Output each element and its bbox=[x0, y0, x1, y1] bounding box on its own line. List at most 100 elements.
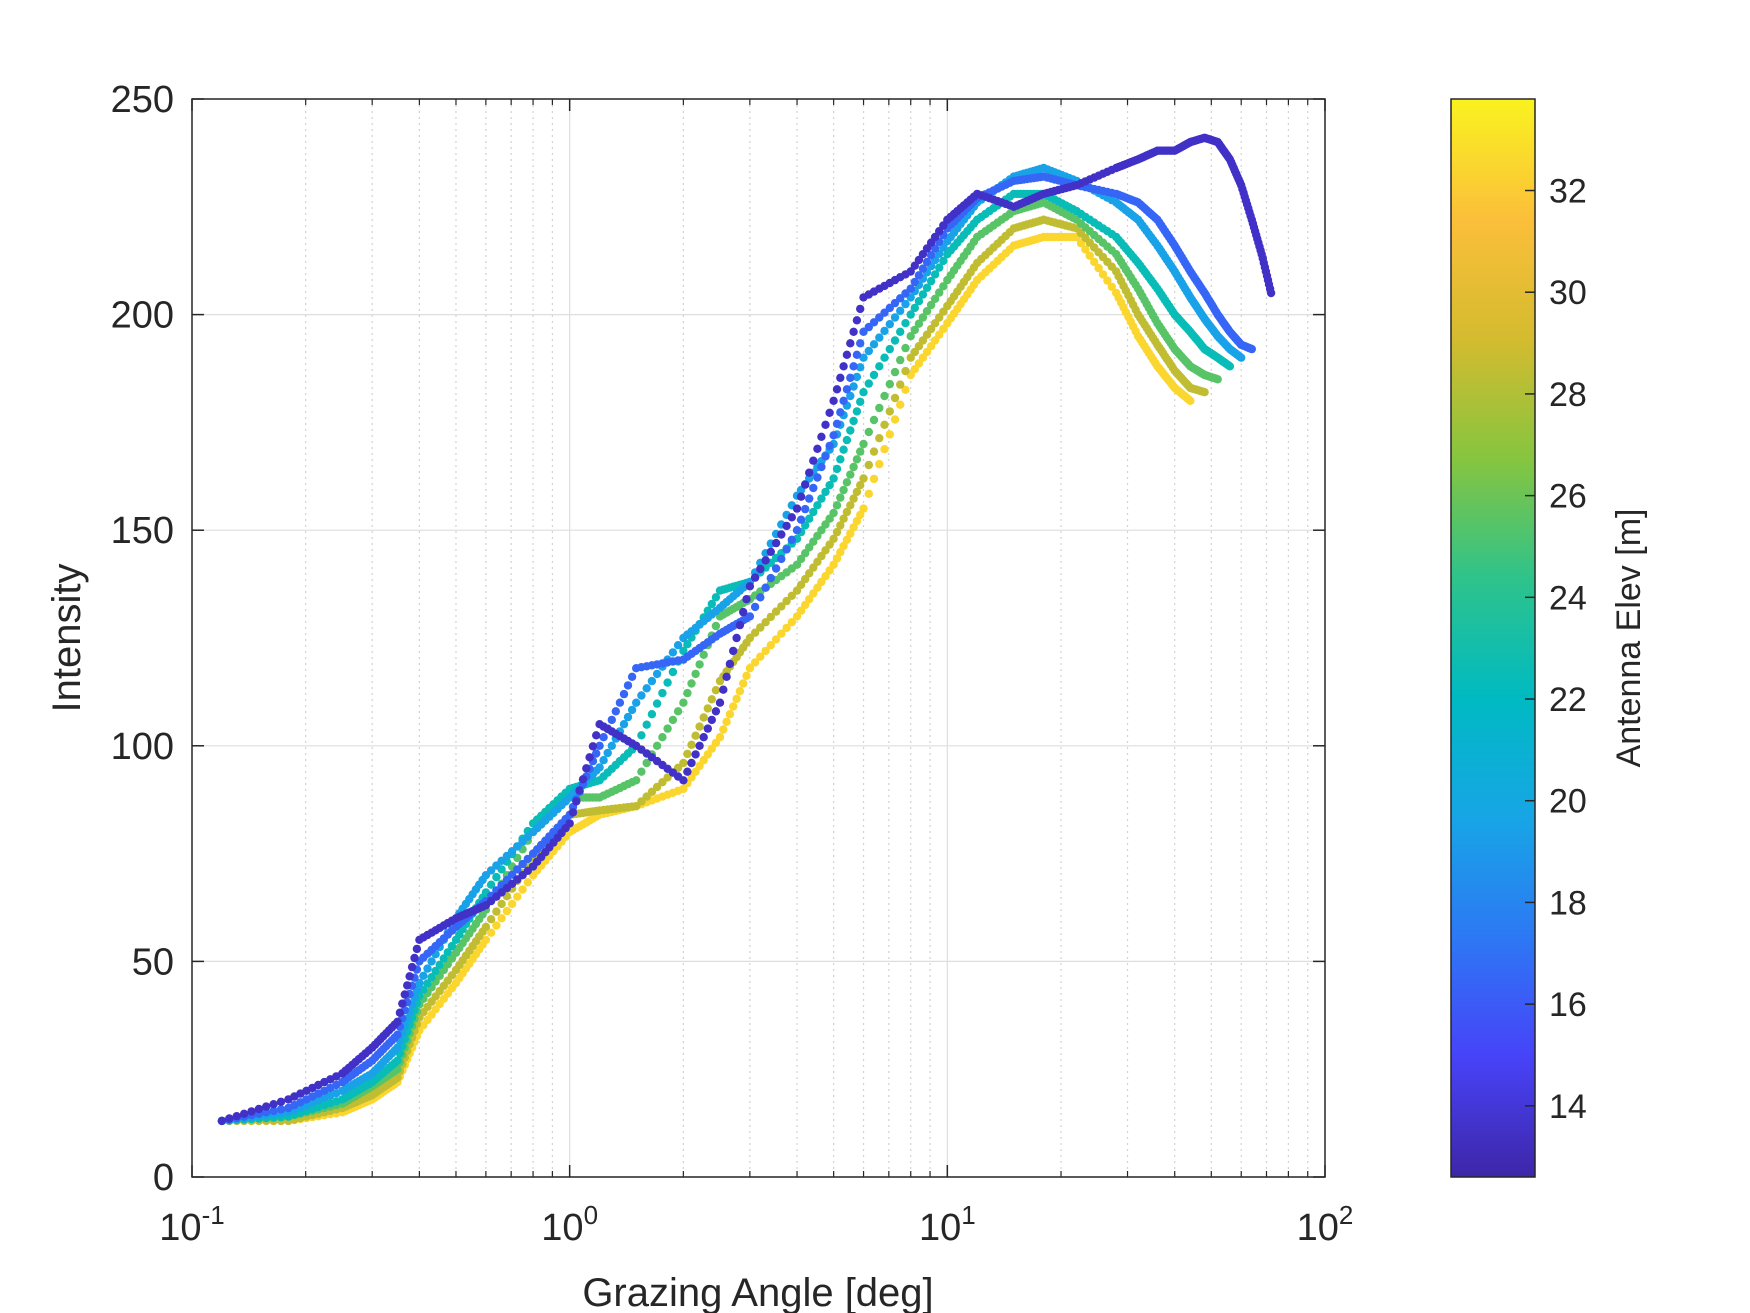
data-point bbox=[497, 914, 506, 923]
data-point bbox=[906, 267, 915, 276]
data-point bbox=[568, 808, 578, 817]
data-point bbox=[914, 319, 924, 328]
data-point bbox=[619, 689, 629, 699]
data-point bbox=[809, 483, 818, 493]
y-axis-label: Intensity bbox=[45, 564, 89, 713]
data-point bbox=[711, 707, 721, 716]
data-point bbox=[486, 915, 496, 924]
data-point bbox=[699, 713, 708, 722]
data-point bbox=[939, 282, 948, 291]
data-point bbox=[599, 733, 608, 742]
data-point bbox=[623, 712, 633, 722]
y-tick-label: 100 bbox=[111, 726, 174, 768]
data-point bbox=[906, 332, 915, 341]
data-point bbox=[792, 526, 802, 535]
data-point bbox=[836, 548, 845, 557]
data-point bbox=[247, 1107, 256, 1116]
data-point bbox=[930, 336, 940, 345]
data-point bbox=[836, 408, 845, 417]
data-point bbox=[817, 432, 826, 441]
data-point bbox=[647, 710, 657, 719]
data-point bbox=[922, 347, 932, 357]
data-point bbox=[896, 400, 905, 409]
data-point bbox=[745, 664, 755, 673]
data-point bbox=[896, 355, 905, 365]
data-point bbox=[725, 710, 735, 719]
data-point bbox=[595, 741, 604, 750]
data-point bbox=[926, 276, 936, 286]
y-axis-ticks: 0 50 100 150 200 250 bbox=[111, 79, 1325, 1199]
data-point bbox=[419, 985, 428, 994]
data-point bbox=[839, 541, 848, 551]
data-point bbox=[761, 556, 770, 565]
data-point bbox=[821, 452, 830, 461]
x-axis-ticks: 10-1 100 101 102 bbox=[159, 99, 1353, 1249]
data-point bbox=[910, 325, 919, 335]
data-point bbox=[225, 1114, 234, 1123]
data-point bbox=[673, 641, 683, 650]
data-point bbox=[673, 707, 683, 716]
data-point bbox=[642, 758, 651, 768]
data-point bbox=[652, 741, 662, 750]
data-point bbox=[393, 1043, 402, 1052]
data-point bbox=[777, 530, 786, 539]
data-point bbox=[607, 715, 616, 725]
data-point bbox=[817, 494, 826, 503]
data-point bbox=[1090, 257, 1099, 267]
data-point bbox=[492, 907, 501, 916]
data-point bbox=[935, 313, 944, 322]
data-point bbox=[918, 290, 928, 299]
data-point bbox=[869, 370, 879, 380]
data-point bbox=[796, 515, 806, 524]
data-point bbox=[856, 363, 865, 372]
data-point bbox=[619, 720, 629, 729]
data-point bbox=[735, 687, 745, 696]
data-point bbox=[439, 954, 448, 963]
colorbar bbox=[1450, 98, 1536, 1178]
data-point bbox=[922, 257, 932, 267]
data-point bbox=[859, 439, 868, 449]
data-point bbox=[809, 507, 818, 517]
data-point bbox=[707, 695, 716, 704]
data-point bbox=[518, 859, 527, 869]
data-point bbox=[1200, 388, 1209, 397]
data-point bbox=[695, 722, 704, 731]
colorbar-tick-label: 24 bbox=[1549, 579, 1587, 617]
data-point bbox=[859, 474, 868, 483]
data-point bbox=[821, 487, 830, 497]
data-point bbox=[782, 521, 791, 531]
data-point bbox=[739, 679, 748, 688]
data-point bbox=[875, 434, 884, 443]
data-point bbox=[901, 299, 910, 309]
data-point bbox=[595, 763, 604, 772]
data-point bbox=[890, 336, 900, 345]
data-point bbox=[869, 340, 879, 349]
data-point bbox=[832, 501, 842, 510]
data-point bbox=[852, 316, 862, 325]
data-point bbox=[699, 756, 708, 765]
data-point bbox=[825, 441, 834, 451]
data-point bbox=[832, 527, 842, 537]
data-point bbox=[890, 313, 900, 322]
data-point bbox=[885, 407, 894, 416]
data-point bbox=[642, 684, 651, 693]
data-point bbox=[766, 612, 775, 622]
data-point bbox=[711, 621, 721, 631]
data-point bbox=[761, 618, 770, 627]
data-point bbox=[627, 672, 637, 681]
series-points bbox=[217, 172, 1257, 1126]
data-point bbox=[435, 960, 444, 969]
data-point bbox=[856, 397, 865, 406]
data-point bbox=[832, 464, 842, 474]
data-point bbox=[846, 470, 855, 479]
data-point bbox=[1237, 353, 1246, 362]
y-tick-label: 50 bbox=[132, 941, 174, 983]
data-point bbox=[849, 462, 858, 472]
data-point bbox=[910, 347, 919, 357]
data-point bbox=[739, 607, 748, 617]
data-point bbox=[262, 1102, 271, 1111]
data-point bbox=[732, 633, 741, 643]
data-point bbox=[771, 607, 781, 616]
data-point bbox=[761, 583, 770, 592]
data-point bbox=[839, 445, 848, 454]
